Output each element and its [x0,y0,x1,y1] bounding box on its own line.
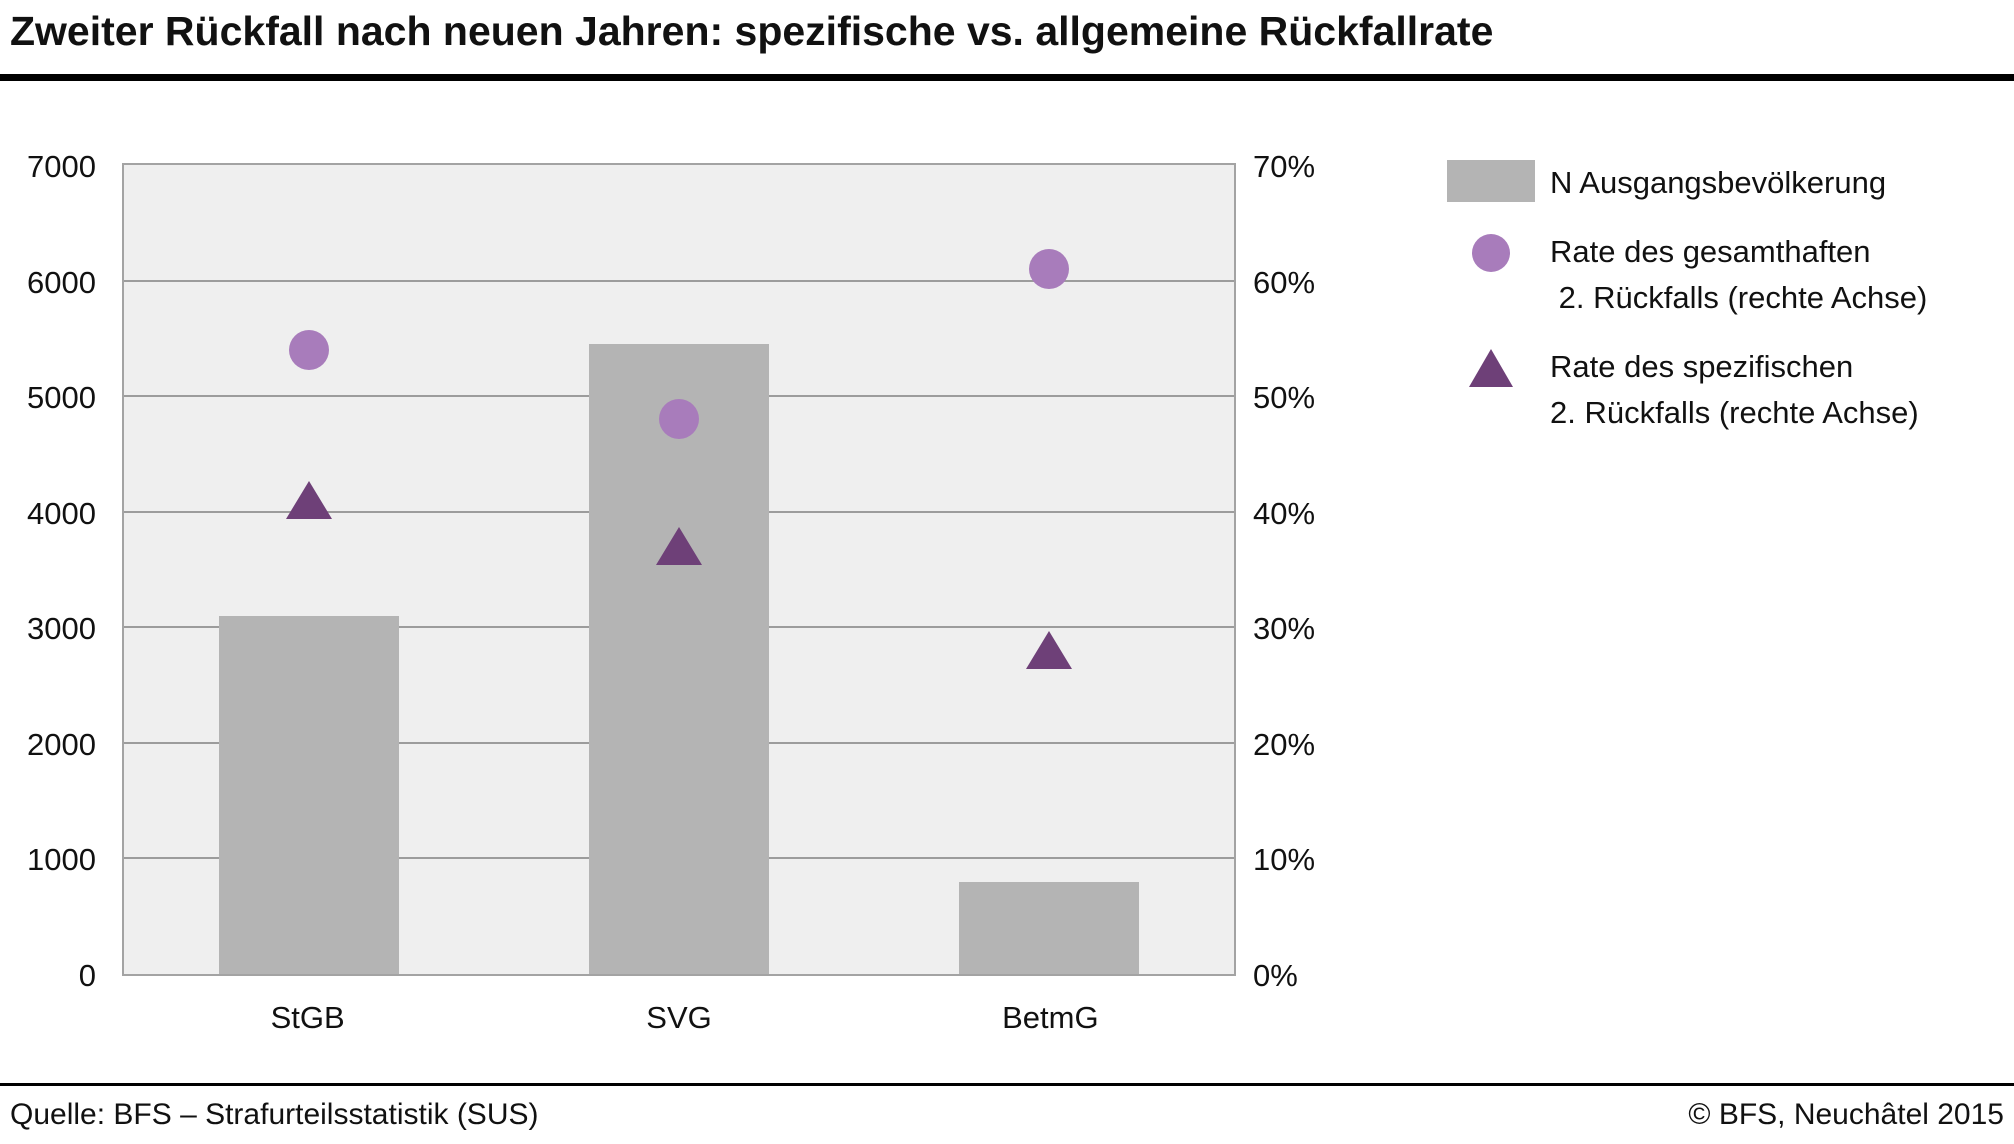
category-label-betmg: BetmG [1002,1000,1099,1035]
category-label-svg: SVG [646,1000,712,1035]
left-axis-tick-label: 4000 [27,495,96,531]
left-y-axis: 0 1000 2000 3000 4000 5000 6000 7000 [0,149,96,993]
circle-marker-stgb [289,329,329,370]
right-axis-tick-label: 40% [1253,495,1316,531]
x-axis: StGB SVG BetmG [122,1000,1236,1050]
bar-stgb [219,615,399,974]
legend-label-line: Rate des spezifischen [1550,348,1854,384]
legend-item: Rate des spezifischen 2. Rückfalls (recht… [1432,344,2010,437]
source-note: Quelle: BFS – Strafurteilsstatistik (SUS… [10,1098,539,1131]
category-label-stgb: StGB [270,1000,345,1035]
legend-label: Rate des spezifischen 2. Rückfalls (recht… [1550,344,1919,437]
legend-item: N Ausgangsbevölkerung [1432,160,2010,207]
legend-label-line: N Ausgangsbevölkerung [1550,165,1887,200]
legend-label-line: 2. Rückfalls (rechte Achse) [1550,280,1928,315]
plot-area [122,163,1236,976]
legend-label-line: 2. Rückfalls (rechte Achse) [1550,395,1919,430]
legend-marker-cell [1432,229,1550,272]
right-axis-tick-label: 70% [1253,149,1316,184]
title-divider [0,74,2014,81]
legend-label: Rate des gesamthaften 2. Rückfalls (rech… [1550,229,1927,322]
triangle-marker-stgb [286,481,332,520]
right-axis-tick-label: 0% [1253,958,1298,993]
triangle-marker-betmg [1026,631,1072,670]
copyright-note: © BFS, Neuchâtel 2015 [1688,1098,2004,1131]
legend-label: N Ausgangsbevölkerung [1550,160,1886,207]
bar-betmg [959,881,1139,974]
chart-title: Zweiter Rückfall nach neuen Jahren: spez… [10,8,1494,54]
legend-marker-cell [1432,160,1550,202]
left-axis-tick-label: 0 [78,958,96,993]
legend: N Ausgangsbevölkerung Rate des gesamthaft… [1432,160,2010,437]
triangle-marker-svg [656,527,702,566]
legend-marker-cell [1432,344,1550,387]
left-axis-tick-label: 2000 [27,726,96,762]
legend-item: Rate des gesamthaften 2. Rückfalls (rech… [1432,229,2010,322]
left-axis-tick-label: 1000 [27,842,96,878]
right-axis-tick-label: 50% [1253,380,1316,416]
bar-swatch-icon [1447,160,1535,202]
left-axis-tick-label: 6000 [27,264,96,300]
left-axis-tick-label: 5000 [27,380,96,416]
circle-marker-betmg [1029,249,1069,290]
circle-marker-svg [659,399,699,440]
circle-marker-icon [1472,233,1510,272]
right-axis-tick-label: 10% [1253,842,1316,878]
right-axis-tick-label: 60% [1253,264,1316,300]
right-axis-tick-label: 30% [1253,611,1316,647]
right-y-axis: 0% 10% 20% 30% 40% 50% 60% 70% [1253,149,1413,993]
bar-svg [589,344,769,974]
footer: Quelle: BFS – Strafurteilsstatistik (SUS… [0,1083,2014,1132]
left-axis-tick-label: 7000 [27,149,96,184]
right-axis-tick-label: 20% [1253,726,1316,762]
legend-label-line: Rate des gesamthaften [1550,233,1871,269]
gridline [124,279,1234,282]
left-axis-tick-label: 3000 [27,611,96,647]
triangle-marker-icon [1469,348,1513,387]
